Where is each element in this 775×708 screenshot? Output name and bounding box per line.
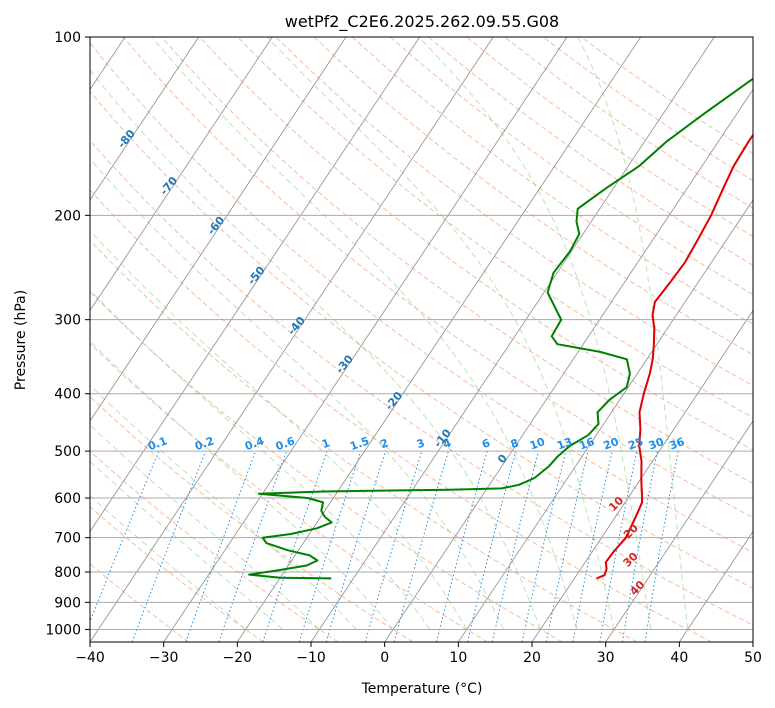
x-tick-label: −10 (296, 650, 326, 666)
y-tick-label: 1000 (45, 622, 81, 638)
dry-adiabat-line (90, 239, 638, 642)
isotherm-line (90, 37, 347, 422)
mixing-ratio-label: 10 (528, 435, 547, 453)
mixing-ratio-line (185, 450, 257, 642)
moist-adiabat-line (577, 37, 689, 630)
isotherm-line (457, 199, 753, 642)
plot-frame (89, 36, 754, 643)
mixing-ratio-label: 25 (626, 435, 645, 452)
x-tick-label: 10 (449, 650, 467, 666)
y-tick-label: 300 (54, 313, 81, 329)
y-tick-label: 500 (54, 444, 81, 460)
moist-adiabat-line (90, 460, 283, 630)
moist-adiabat-line (90, 69, 541, 630)
grid-lines (90, 37, 753, 642)
mixing-ratio-label: 0.1 (146, 434, 169, 453)
moist-adiabat-line (151, 37, 578, 630)
y-tick-label: 400 (54, 387, 81, 403)
dry-adiabat-line (90, 290, 563, 642)
x-axis-ticks: −40 −30 −20 −10 0 10 20 30 40 50 (75, 642, 762, 666)
mixing-ratio-label: 3 (415, 436, 427, 451)
mixing-ratio-line (521, 450, 567, 642)
moist-adiabat-line (266, 37, 615, 630)
mixing-ratio-line (364, 450, 423, 642)
dry-adiabat-line (390, 37, 753, 296)
isotherm-line (310, 37, 715, 642)
x-tick-label: −20 (223, 650, 253, 666)
dewpoint-line (248, 77, 753, 580)
mixing-ratio-label: 1.5 (348, 434, 371, 453)
x-tick-label: 50 (744, 650, 762, 666)
x-tick-label: 20 (523, 650, 541, 666)
y-tick-label: 200 (54, 208, 81, 224)
y-tick-label: 900 (54, 595, 81, 611)
mixing-ratio-label: 0.2 (193, 434, 216, 453)
y-tick-label: 700 (54, 531, 81, 547)
mixing-ratio-line (435, 450, 488, 642)
mixing-ratio-line (325, 450, 387, 642)
chart-title: wetPf2_C2E6.2025.262.09.55.G08 (285, 12, 559, 32)
dry-adiabat-line (90, 90, 753, 589)
mixing-ratio-label: 2 (379, 436, 391, 451)
isotherm-line (236, 37, 642, 642)
y-tick-label: 800 (54, 565, 81, 581)
mixing-ratio-line (131, 450, 207, 642)
isotherm-line (90, 37, 200, 201)
temperature-line (596, 133, 753, 580)
mixing-ratio-label: 0.6 (274, 434, 297, 453)
y-tick-label: 100 (54, 30, 81, 46)
isotherm-line (531, 309, 753, 642)
dry-adiabat-line (237, 37, 753, 419)
series-layer (248, 77, 753, 580)
mixing-ratio-label: 6 (480, 436, 492, 451)
mixing-ratio-line (467, 450, 517, 642)
mixing-ratio-label: 20 (602, 435, 621, 453)
moist-adiabat-line (90, 424, 320, 630)
mixing-ratio-label: 0.4 (243, 434, 266, 453)
dry-adiabat-line (90, 342, 488, 642)
mixing-ratio-label: 30 (647, 435, 666, 453)
moist-adiabat-line (90, 229, 468, 630)
moist-adiabat-line (90, 289, 431, 630)
mixing-ratio-label: 4 (441, 436, 453, 451)
mixing-ratio-label: 16 (577, 435, 596, 453)
dry-adiabat-line (90, 139, 753, 626)
moist-adiabat-line (90, 340, 394, 630)
y-tick-label: 600 (54, 491, 81, 507)
isotherm-line (90, 37, 494, 642)
mixing-ratio-label: 1 (320, 436, 332, 451)
x-axis-label: Temperature (°C) (361, 681, 483, 697)
mixing-ratio-label: 36 (668, 435, 687, 453)
moist-adiabat-line (90, 494, 247, 630)
isotherm-line (605, 420, 753, 642)
y-axis-ticks: 100 200 300 400 500 600 700 800 900 1000 (45, 30, 90, 638)
mixing-ratio-line (262, 450, 328, 642)
x-tick-label: 40 (670, 650, 688, 666)
isotherm-line (90, 37, 421, 533)
dry-adiabat-line (351, 37, 753, 325)
dry-adiabat-line (199, 37, 753, 451)
isotherm-line (678, 530, 753, 642)
x-tick-label: 30 (597, 650, 615, 666)
x-tick-label: −40 (75, 650, 105, 666)
mixing-ratio-line (298, 450, 362, 642)
moist-adiabat-line (90, 158, 504, 630)
isotherm-line (384, 88, 753, 642)
mixing-ratio-line (545, 450, 589, 642)
isotherm-line (90, 37, 273, 312)
mixing-ratio-label: 13 (555, 435, 574, 452)
x-tick-label: −30 (149, 650, 179, 666)
mixing-ratio-label: 8 (509, 436, 521, 451)
isotherm-line (163, 37, 568, 642)
moist-adiabat-line (418, 37, 652, 630)
dry-adiabat-line (122, 37, 753, 519)
y-axis-label: Pressure (hPa) (13, 290, 29, 390)
mixing-ratio-line (90, 450, 160, 623)
dry-adiabat-line (90, 189, 712, 642)
x-tick-label: 0 (380, 650, 389, 666)
